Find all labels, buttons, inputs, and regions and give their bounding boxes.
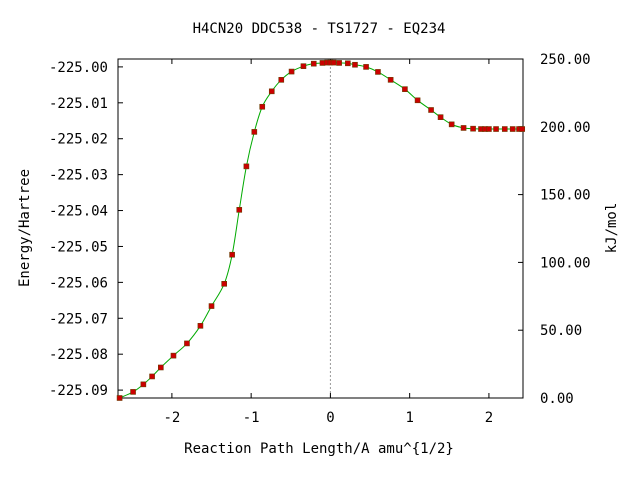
data-point <box>116 395 123 401</box>
y2-tick-label: 200.00 <box>540 120 591 136</box>
data-point <box>414 97 421 104</box>
y-tick-label: -225.01 <box>49 96 108 112</box>
data-point <box>158 364 164 371</box>
y-tick-label: -225.07 <box>49 311 108 327</box>
data-point <box>251 129 258 135</box>
x-tick-label: -1 <box>243 410 260 426</box>
data-point <box>300 63 307 69</box>
data-point <box>460 125 467 131</box>
energy-curve <box>119 62 523 399</box>
y2-axis-label: kJ/mol <box>604 203 620 254</box>
y-tick-label: -225.09 <box>49 383 108 399</box>
y-axis-right: 0.00 50.00 100.00 150.00 200.00 250.00 <box>518 52 591 407</box>
x-axis-label: Reaction Path Length/A amu^{1/2} <box>184 441 454 457</box>
data-point <box>375 69 381 75</box>
data-point <box>470 125 476 132</box>
data-point <box>288 68 295 75</box>
data-point <box>278 77 285 83</box>
data-point <box>493 126 499 132</box>
data-point <box>243 163 250 170</box>
data-point <box>236 207 243 213</box>
y-tick-label: -225.04 <box>49 204 108 220</box>
y-axis-left: -225.00 -225.01 -225.02 -225.03 -225.04 -225.… <box>49 60 123 399</box>
data-point <box>330 59 337 66</box>
data-point <box>229 251 235 258</box>
data-point <box>130 389 136 395</box>
x-tick-label: 0 <box>326 410 334 426</box>
data-point <box>149 373 155 380</box>
y-tick-label: -225.05 <box>49 239 108 255</box>
chart-title: H4CN20 DDC538 - TS1727 - EQ234 <box>193 21 446 37</box>
data-point <box>519 126 526 132</box>
y-axis-label: Energy/Hartree <box>17 169 33 287</box>
data-point <box>170 352 177 359</box>
y-tick-label: -225.06 <box>49 275 108 291</box>
data-point <box>140 381 147 388</box>
data-point <box>197 323 204 329</box>
y2-tick-label: 250.00 <box>540 52 591 68</box>
x-tick-label: 2 <box>485 410 493 426</box>
data-point <box>319 60 326 66</box>
data-point <box>345 60 351 67</box>
data-points <box>116 59 526 401</box>
y-tick-label: -225.00 <box>49 60 108 76</box>
y2-tick-label: 150.00 <box>540 188 591 204</box>
data-point <box>501 126 508 132</box>
data-point <box>208 303 215 309</box>
data-point <box>428 107 434 113</box>
data-point <box>448 121 455 128</box>
data-point <box>363 64 369 70</box>
data-point <box>184 340 190 347</box>
y-tick-label: -225.08 <box>49 347 108 363</box>
y-tick-label: -225.02 <box>49 132 108 148</box>
data-point <box>387 77 394 83</box>
x-tick-label: -2 <box>163 410 180 426</box>
y-tick-label: -225.03 <box>49 168 108 184</box>
data-point <box>221 280 227 287</box>
data-point <box>336 60 342 66</box>
data-point <box>268 88 275 95</box>
y2-tick-label: 100.00 <box>540 255 591 271</box>
data-point <box>310 60 317 67</box>
plot-frame <box>117 58 524 399</box>
data-point <box>437 114 444 120</box>
x-tick-label: 1 <box>405 410 413 426</box>
x-axis: -2 -1 0 1 2 <box>163 59 493 426</box>
data-point <box>352 61 358 68</box>
data-point <box>402 86 408 92</box>
y2-tick-label: 0.00 <box>540 391 574 407</box>
data-point <box>259 103 266 110</box>
data-point <box>486 126 492 132</box>
data-point <box>509 126 516 132</box>
y2-tick-label: 50.00 <box>540 323 582 339</box>
